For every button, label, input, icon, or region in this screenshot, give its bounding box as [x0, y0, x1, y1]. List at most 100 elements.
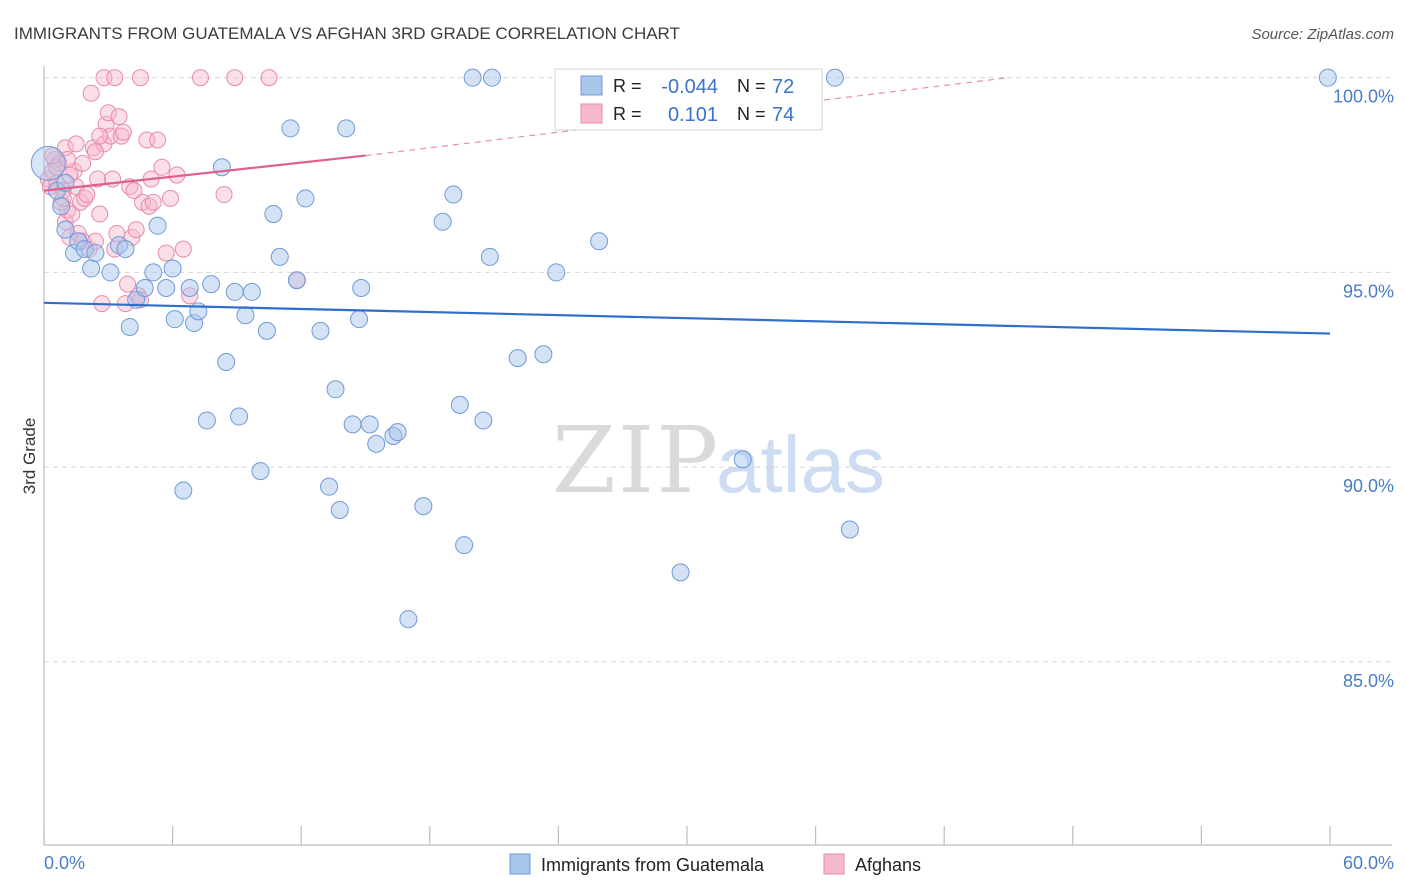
x-tick-labels: 0.0% 60.0% [44, 853, 1394, 873]
guatemala-point [197, 411, 216, 430]
guatemala-point [296, 189, 315, 208]
series-immigrants-from-guatemala [30, 68, 1337, 629]
guatemala-point [480, 247, 499, 266]
guatemala-point [671, 563, 690, 582]
legend-n-label-2: N = [737, 104, 766, 124]
guatemala-point [399, 610, 418, 629]
afghans-point [91, 205, 109, 223]
afghans-point [99, 104, 117, 122]
guatemala-point [52, 197, 71, 216]
guatemala-point [330, 501, 349, 520]
guatemala-point [148, 216, 167, 235]
guatemala-point [56, 220, 75, 239]
chart-title: IMMIGRANTS FROM GUATEMALA VS AFGHAN 3RD … [14, 24, 680, 43]
guatemala-point [388, 423, 407, 442]
gridlines [44, 77, 1392, 663]
guatemala-point [320, 477, 339, 496]
guatemala-point [367, 434, 386, 453]
afghans-point [226, 69, 244, 87]
guatemala-point [236, 306, 255, 325]
afghans-point [215, 186, 233, 204]
guatemala-point [270, 247, 289, 266]
guatemala-point [251, 462, 270, 481]
guatemala-point [157, 279, 176, 298]
guatemala-point [180, 279, 199, 298]
y-tick-label: 85.0% [1343, 671, 1394, 691]
guatemala-point [352, 279, 371, 298]
guatemala-point [165, 310, 184, 329]
guatemala-point [733, 450, 752, 469]
legend-series: Immigrants from Guatemala Afghans [509, 853, 921, 875]
guatemala-point [534, 345, 553, 364]
afghans-point [74, 154, 92, 172]
afghans-point [106, 69, 124, 87]
guatemala-point [217, 353, 236, 372]
guatemala-point [474, 411, 493, 430]
afghans-point [125, 182, 143, 200]
guatemala-point [212, 158, 231, 177]
afghans-point [260, 69, 278, 87]
legend-bottom-swatch-blue [509, 853, 531, 875]
afghans-point [78, 186, 96, 204]
afghans-point [89, 170, 107, 188]
legend-n-value-2: 74 [772, 104, 794, 126]
guatemala-point [120, 317, 139, 336]
guatemala-point [360, 415, 379, 434]
legend-r-value-2: 0.101 [668, 104, 718, 126]
y-tick-label: 95.0% [1343, 281, 1394, 301]
legend-r-label-2: R = [613, 104, 642, 124]
guatemala-point [287, 271, 306, 290]
guatemala-point [450, 395, 469, 414]
legend-swatch-pink [580, 103, 603, 124]
guatemala-point [144, 263, 163, 282]
guatemala-point [463, 68, 482, 87]
afghans-point [131, 69, 149, 87]
guatemala-point [590, 232, 609, 251]
guatemala-point [337, 119, 356, 138]
guatemala-point [163, 259, 182, 278]
afghans-point [191, 69, 209, 87]
afghans-point [119, 275, 137, 293]
legend-r-label-1: R = [613, 76, 642, 96]
guatemala-point [825, 68, 844, 87]
legend-swatch-blue [580, 75, 603, 96]
legend-bottom-swatch-pink [823, 853, 845, 875]
guatemala-point [230, 407, 249, 426]
x-tick-label: 60.0% [1343, 853, 1394, 873]
watermark: ZIP atlas [552, 407, 885, 514]
x-tick-label: 0.0% [44, 853, 85, 873]
guatemala-point [455, 536, 474, 555]
guatemala-point-large [30, 145, 66, 181]
guatemala-point [840, 520, 859, 539]
afghans-point [144, 193, 162, 211]
guatemala-point [82, 259, 101, 278]
guatemala-point [414, 497, 433, 516]
afghans-point [174, 240, 192, 258]
legend-n-label-1: N = [737, 76, 766, 96]
guatemala-point [202, 275, 221, 294]
chart-source: Source: ZipAtlas.com [1251, 26, 1394, 43]
afghans-point [114, 123, 132, 141]
guatemala-point [225, 282, 244, 301]
guatemala-point [281, 119, 300, 138]
afghans-point [127, 221, 145, 239]
y-tick-labels: 85.0% 90.0% 95.0% 100.0% [1333, 87, 1394, 691]
afghans-trend-line [43, 154, 366, 192]
guatemala-point [311, 321, 330, 340]
afghans-point [82, 84, 100, 102]
guatemala-point [101, 263, 120, 282]
legend-r-value-1: -0.044 [661, 76, 718, 98]
afghans-point [149, 131, 167, 149]
y-axis-label: 3rd Grade [20, 418, 39, 495]
guatemala-point [350, 310, 369, 329]
y-tick-label: 90.0% [1343, 476, 1394, 496]
guatemala-point [174, 481, 193, 500]
legend-n-value-1: 72 [772, 76, 794, 98]
guatemala-point [1318, 68, 1337, 87]
legend-bottom-label-1: Immigrants from Guatemala [541, 855, 765, 875]
guatemala-point [444, 185, 463, 204]
afghans-point [157, 244, 175, 262]
guatemala-point [343, 415, 362, 434]
guatemala-point [116, 240, 135, 259]
